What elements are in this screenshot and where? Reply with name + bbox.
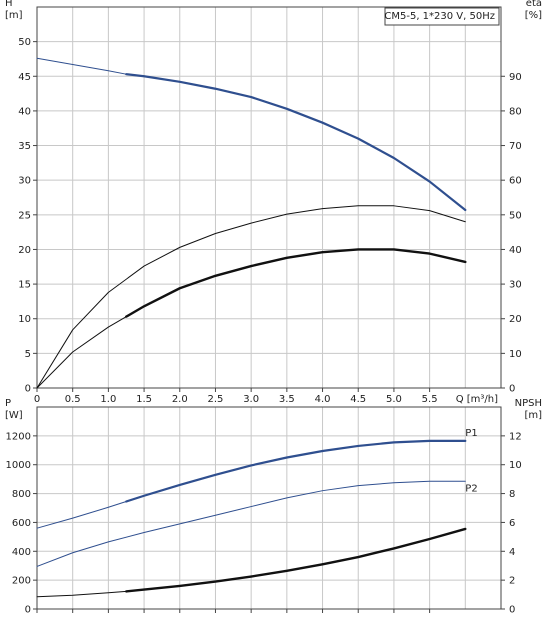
lower-right-tick-label: 0 xyxy=(509,605,515,616)
upper-series-2-line xyxy=(36,205,466,389)
upper-right-tick-label: 80 xyxy=(509,106,522,117)
upper-left-axis-unit: [m] xyxy=(5,10,23,21)
upper-right-tick-label: 10 xyxy=(509,349,522,360)
lower-series-0-line xyxy=(36,501,127,529)
lower-right-tick-label: 12 xyxy=(509,431,522,442)
upper-right-tick-label: 30 xyxy=(509,280,522,291)
upper-left-tick-label: 35 xyxy=(18,141,31,152)
lower-right-axis-title: NPSH xyxy=(515,398,542,409)
upper-right-tick-label: 90 xyxy=(509,72,522,83)
x-tick-label: 0 xyxy=(34,394,40,405)
lower-right-tick-label: 8 xyxy=(509,489,515,500)
x-tick-label: 4.5 xyxy=(350,394,366,405)
upper-right-tick-label: 50 xyxy=(509,210,522,221)
upper-left-tick-label: 40 xyxy=(18,106,31,117)
upper-plot-frame xyxy=(36,6,502,389)
upper-right-tick-label: 40 xyxy=(509,245,522,256)
upper-right-tick-label: 70 xyxy=(509,141,522,152)
upper-right-axis-title: eta xyxy=(526,0,542,9)
upper-left-tick-label: 45 xyxy=(18,72,31,83)
x-tick-label: 2.5 xyxy=(208,394,224,405)
x-tick-label: 2.0 xyxy=(172,394,188,405)
upper-right-tick-label: 60 xyxy=(509,176,522,187)
upper-left-tick-label: 10 xyxy=(18,314,31,325)
lower-series-1-line xyxy=(125,439,467,503)
upper-right-axis-unit: [%] xyxy=(525,10,542,21)
lower-left-tick-label: 600 xyxy=(12,518,31,529)
lower-left-tick-label: 200 xyxy=(12,576,31,587)
upper-left-tick-label: 15 xyxy=(18,280,31,291)
upper-left-tick-label: 30 xyxy=(18,176,31,187)
lower-left-tick-label: 800 xyxy=(12,489,31,500)
upper-right-tick-label: 20 xyxy=(509,314,522,325)
upper-left-tick-label: 25 xyxy=(18,210,31,221)
chart-title-box xyxy=(384,7,500,26)
x-tick-label: 1.5 xyxy=(136,394,152,405)
x-tick-label: 5.5 xyxy=(422,394,438,405)
lower-series-2-line xyxy=(36,480,466,567)
lower-left-tick-label: 1000 xyxy=(6,460,31,471)
upper-right-tick-label: 0 xyxy=(509,384,515,395)
upper-left-tick-label: 20 xyxy=(18,245,31,256)
lower-left-tick-label: 0 xyxy=(25,605,31,616)
lower-plot-frame xyxy=(36,406,502,610)
x-tick-label: 4.0 xyxy=(315,394,331,405)
lower-left-axis-unit: [W] xyxy=(5,410,23,421)
lower-series-3-line xyxy=(36,590,127,598)
lower-series-4-line xyxy=(125,527,467,593)
upper-series-4-line xyxy=(125,248,467,318)
lower-series-label-p1: P1 xyxy=(465,428,477,439)
x-tick-label: 5.0 xyxy=(386,394,402,405)
lower-left-tick-label: 1200 xyxy=(6,431,31,442)
upper-series-0-line xyxy=(36,57,127,75)
lower-series-label-p2: P2 xyxy=(465,483,477,494)
x-tick-label: 3.5 xyxy=(279,394,295,405)
upper-chart-group xyxy=(33,6,505,392)
lower-right-axis-unit: [m] xyxy=(524,410,542,421)
upper-series-1-line xyxy=(125,73,467,212)
lower-right-tick-label: 6 xyxy=(509,518,515,529)
lower-right-tick-label: 10 xyxy=(509,460,522,471)
upper-left-tick-label: 50 xyxy=(18,37,31,48)
chart-title: CM5-5, 1*230 V, 50Hz xyxy=(384,11,495,22)
upper-series-3-line xyxy=(36,316,127,389)
x-tick-label: 3.0 xyxy=(243,394,259,405)
x-tick-label: 0.5 xyxy=(65,394,81,405)
lower-left-axis-title: P xyxy=(5,398,11,409)
lower-chart-group xyxy=(33,406,505,613)
upper-left-axis-title: H xyxy=(5,0,13,9)
lower-right-tick-label: 2 xyxy=(509,576,515,587)
upper-left-tick-label: 0 xyxy=(25,384,31,395)
upper-left-tick-label: 5 xyxy=(25,349,31,360)
x-tick-label: 1.0 xyxy=(100,394,116,405)
lower-right-tick-label: 4 xyxy=(509,547,515,558)
lower-left-tick-label: 400 xyxy=(12,547,31,558)
x-axis-title: Q [m³/h] xyxy=(456,394,498,405)
